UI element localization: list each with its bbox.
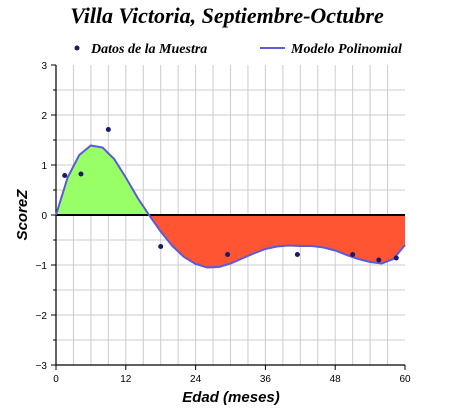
x-tick-label: 60 bbox=[399, 374, 411, 385]
sample-data-point bbox=[79, 172, 84, 177]
y-tick-label: −3 bbox=[36, 361, 48, 372]
x-tick-label: 24 bbox=[190, 374, 202, 385]
sample-data-point bbox=[62, 173, 67, 178]
sample-data-point bbox=[295, 252, 300, 257]
sample-data-point bbox=[158, 244, 163, 249]
legend: Datos de la Muestra Modelo Polinomial bbox=[75, 42, 402, 57]
legend-label-scatter: Datos de la Muestra bbox=[90, 42, 207, 57]
y-tick-label: 2 bbox=[41, 111, 47, 122]
x-tick-label: 12 bbox=[120, 374, 132, 385]
x-tick-label: 48 bbox=[330, 374, 342, 385]
x-axis-label: Edad (meses) bbox=[182, 389, 280, 406]
x-tick-label: 0 bbox=[53, 374, 59, 385]
sample-data-point bbox=[225, 252, 230, 257]
positive-area-fill bbox=[56, 146, 149, 216]
y-tick-label: −2 bbox=[36, 311, 48, 322]
legend-marker-scatter bbox=[75, 46, 80, 51]
y-axis-label: ScoreZ bbox=[14, 189, 31, 241]
chart-title: Villa Victoria, Septiembre-Octubre bbox=[70, 3, 384, 28]
y-tick-label: 1 bbox=[41, 161, 47, 172]
y-tick-label: 0 bbox=[41, 211, 47, 222]
legend-label-line: Modelo Polinomial bbox=[290, 42, 402, 57]
sample-data-point bbox=[350, 252, 355, 257]
sample-data-point bbox=[106, 127, 111, 132]
x-tick-label: 36 bbox=[260, 374, 272, 385]
sample-data-point bbox=[376, 258, 381, 263]
y-tick-label: 3 bbox=[41, 61, 47, 72]
sample-data-point bbox=[394, 256, 399, 261]
y-tick-label: −1 bbox=[36, 261, 48, 272]
